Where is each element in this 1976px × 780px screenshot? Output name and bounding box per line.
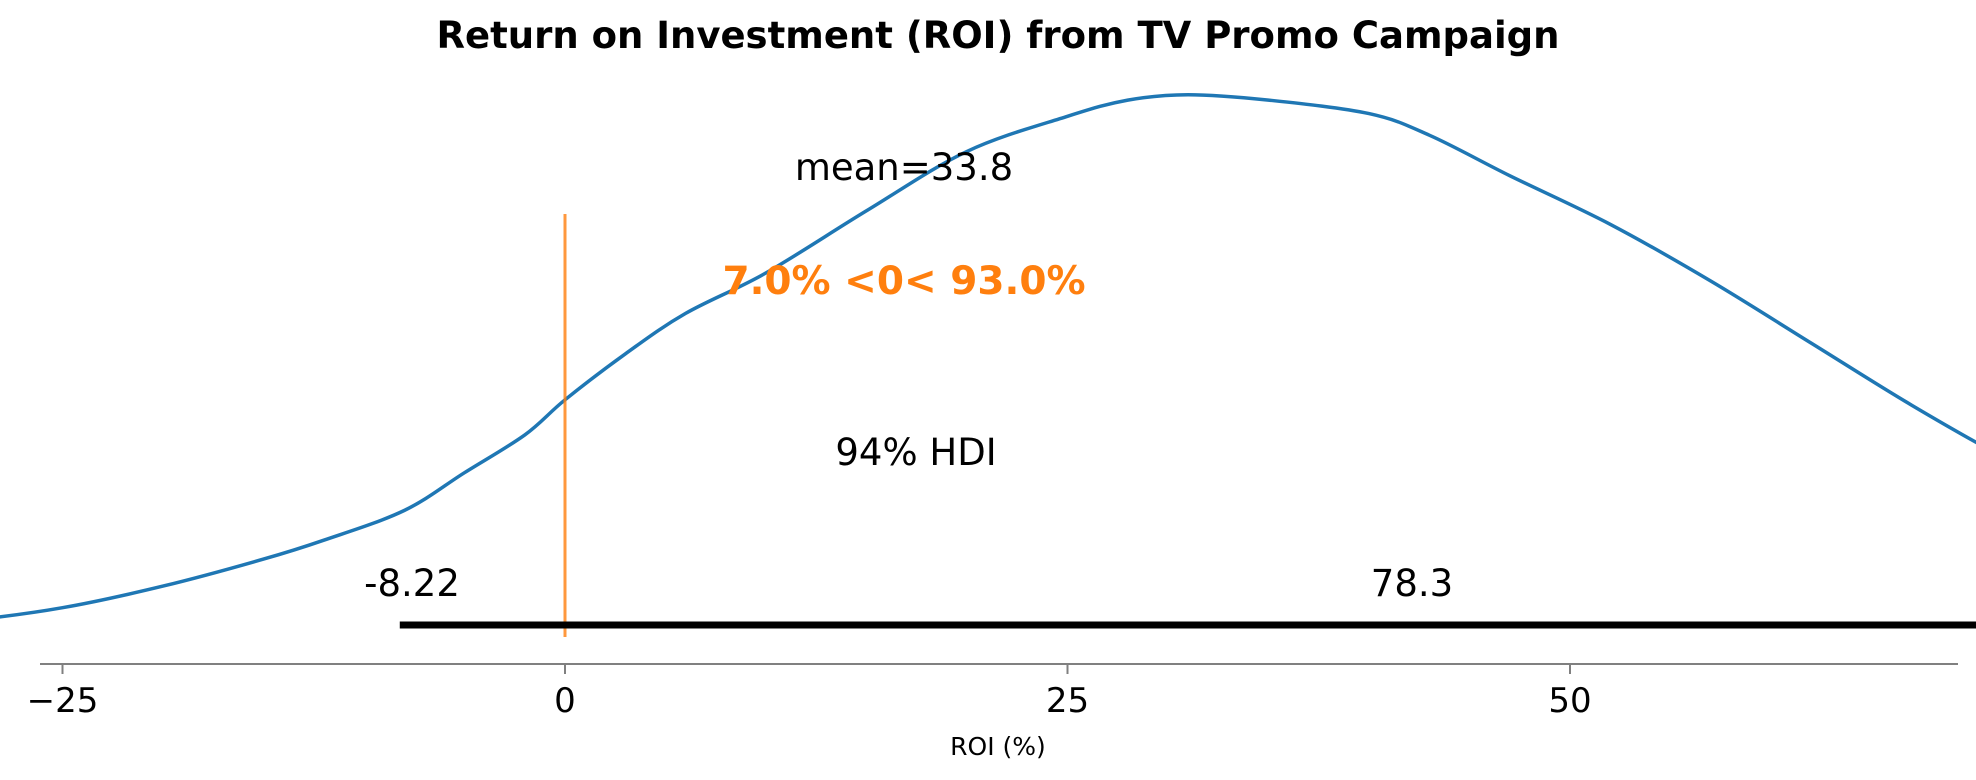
x-tick-label: −25 bbox=[27, 681, 99, 721]
x-tick-label: 25 bbox=[1046, 681, 1089, 721]
x-axis-label: ROI (%) bbox=[950, 732, 1046, 761]
plot-area bbox=[0, 92, 1976, 637]
hdi-label: 94% HDI bbox=[835, 431, 996, 474]
hdi-high-label: 78.3 bbox=[1371, 562, 1453, 605]
chart-title: Return on Investment (ROI) from TV Promo… bbox=[437, 14, 1560, 57]
reference-value-annotation: 7.0% <0< 93.0% bbox=[722, 259, 1085, 304]
x-tick-label: 50 bbox=[1548, 681, 1591, 721]
hdi-low-label: -8.22 bbox=[364, 562, 460, 605]
density-curve bbox=[0, 92, 1976, 619]
x-tick-label: 0 bbox=[554, 681, 576, 721]
mean-annotation: mean=33.8 bbox=[795, 146, 1013, 189]
x-axis-ticks: −50−250255075100125 bbox=[27, 664, 1592, 721]
